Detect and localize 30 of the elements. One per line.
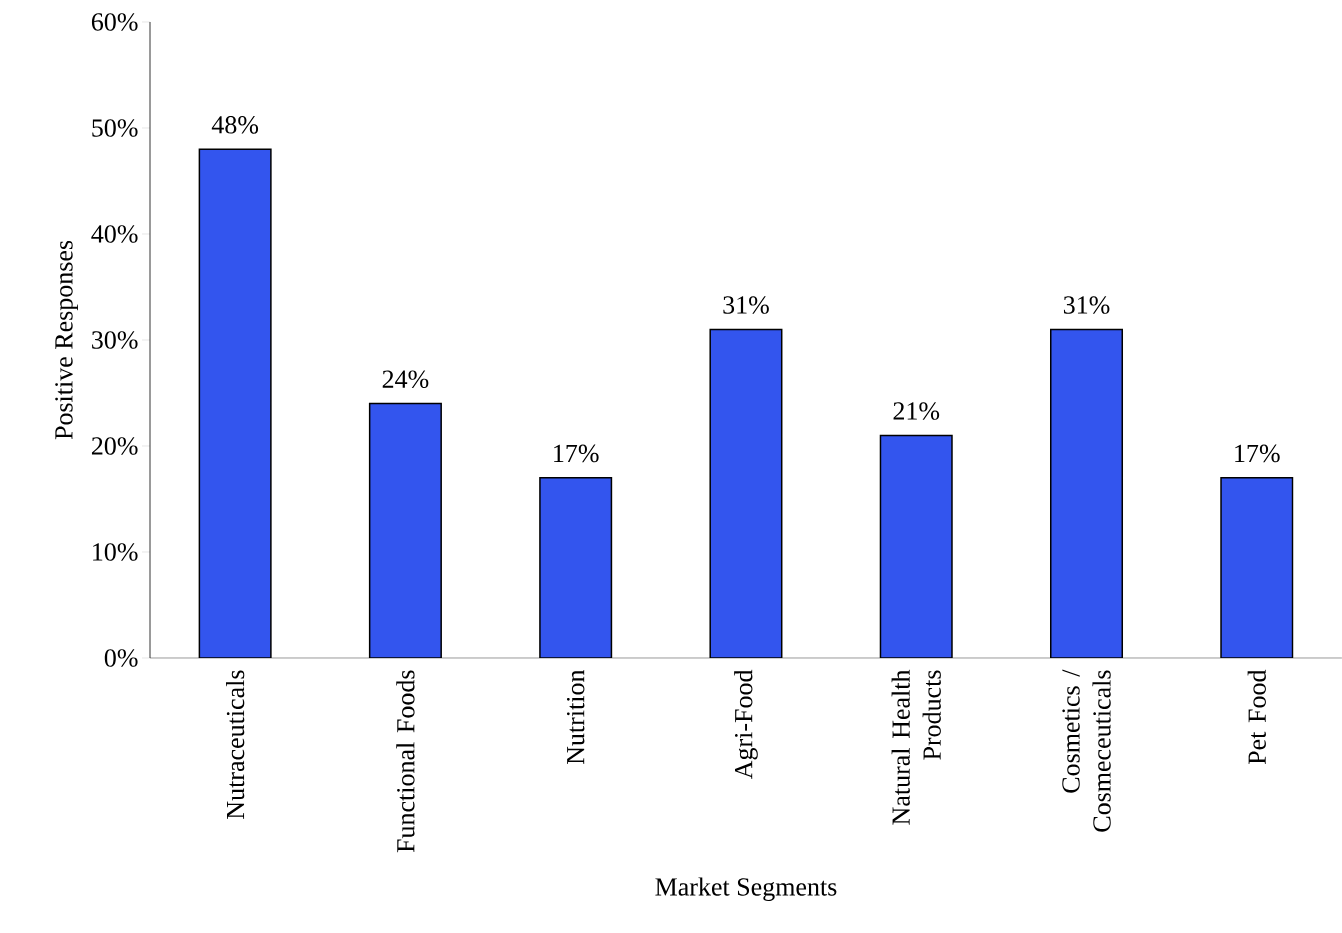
data-label: 17% — [1235, 444, 1280, 463]
bar — [368, 402, 442, 658]
x-tick-label: Pet Food — [1247, 669, 1266, 765]
x-tick-label: Agri-Food — [734, 669, 758, 780]
data-label: 31% — [1063, 296, 1110, 314]
x-tick-label: Natural Health Products — [891, 669, 941, 825]
x-tick-label: Functional Foods — [396, 670, 415, 853]
y-tick-label: 60% — [91, 13, 138, 31]
bar — [198, 148, 272, 658]
bar — [879, 434, 953, 658]
x-tick-label: Nutrition — [566, 669, 585, 765]
x-tick-label: Cosmetics / Cosmeceuticals — [1062, 669, 1111, 832]
data-label: 24% — [382, 370, 429, 389]
y-tick-label: 20% — [91, 437, 138, 455]
y-tick-label: 40% — [91, 225, 138, 243]
bar — [539, 477, 613, 658]
bar — [709, 328, 783, 658]
y-axis-title: Positive Responses — [55, 240, 78, 440]
bar — [1220, 477, 1294, 658]
data-label: 21% — [893, 402, 940, 420]
x-axis-title: Market Segments — [655, 877, 837, 902]
x-tick-label: Nutraceuticals — [226, 670, 245, 819]
y-tick-label: 50% — [92, 119, 138, 137]
data-label: 48% — [211, 116, 259, 134]
bar — [1050, 328, 1124, 658]
y-tick-label: 10% — [93, 543, 138, 561]
data-label: 17% — [554, 444, 599, 463]
y-tick-label: 0% — [104, 649, 138, 667]
y-tick-label: 30% — [92, 331, 138, 349]
data-label: 31% — [723, 296, 769, 314]
